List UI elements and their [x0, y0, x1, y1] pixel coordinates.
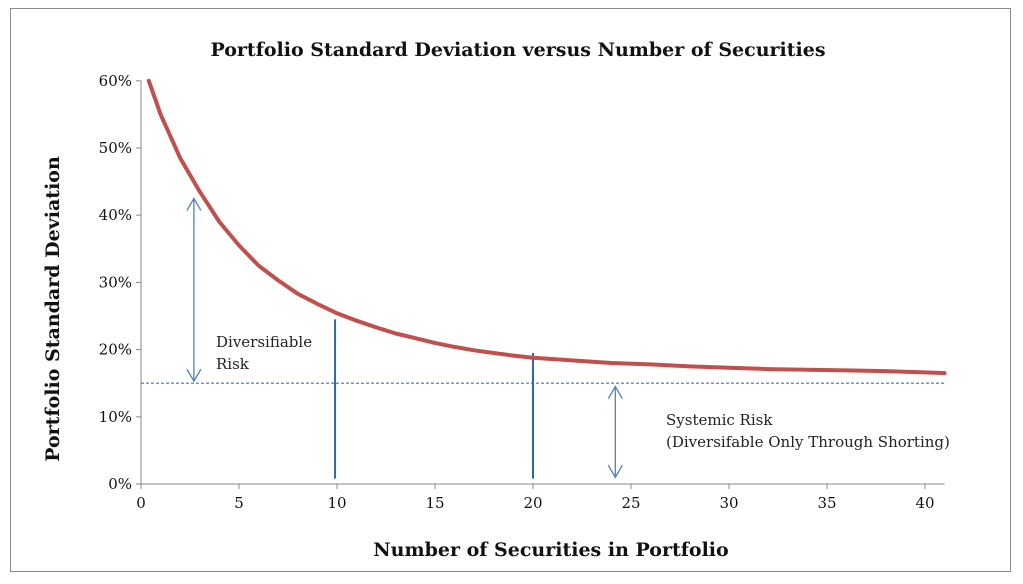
systemic-risk-arrow	[607, 385, 623, 479]
y-tick-label: 30%	[99, 273, 132, 291]
diversifiable-annotation-line: Diversifiable	[216, 333, 312, 351]
systemic-annotation-line: (Diversifable Only Through Shorting)	[666, 433, 950, 451]
chart-frame: Portfolio Standard Deviation versus Numb…	[10, 8, 1011, 572]
x-tick-label: 0	[136, 494, 146, 512]
chart-title: Portfolio Standard Deviation versus Numb…	[210, 39, 825, 61]
x-tick-label: 35	[817, 494, 836, 512]
x-tick-label: 20	[523, 494, 542, 512]
arrow-head-down	[607, 464, 623, 479]
x-tick-label: 10	[327, 494, 346, 512]
tick-labels: 0% 10% 20% 30% 40% 50% 60% 0 5 10 15 20 25 30 35 40	[99, 72, 935, 512]
x-tick-label: 30	[719, 494, 738, 512]
y-tick-label: 40%	[99, 206, 132, 224]
arrow-head-down	[186, 368, 202, 383]
diversifiable-annotation-line: Risk	[216, 355, 250, 373]
y-tick-label: 60%	[99, 72, 132, 90]
chart-svg: Portfolio Standard Deviation versus Numb…	[42, 39, 950, 561]
diversifiable-risk-arrow	[186, 197, 202, 383]
y-tick-label: 20%	[99, 341, 132, 359]
y-tick-label: 10%	[99, 408, 132, 426]
y-tick-label: 50%	[99, 139, 132, 157]
y-axis-label: Portfolio Standard Deviation	[42, 156, 64, 462]
series-line-0	[146, 78, 947, 376]
x-tick-label: 25	[621, 494, 640, 512]
overlays	[141, 197, 945, 479]
x-axis-label: Number of Securities in Portfolio	[373, 539, 728, 561]
x-tick-label: 15	[425, 494, 444, 512]
x-tick-label: 5	[234, 494, 244, 512]
systemic-annotation-line: Systemic Risk	[666, 411, 773, 429]
x-tick-label: 40	[915, 494, 934, 512]
arrow-head-up	[607, 385, 623, 399]
arrow-head-up	[186, 197, 202, 211]
series-group	[146, 78, 947, 376]
annotations: Diversifiable Risk Systemic Risk (Diversifa…	[216, 333, 950, 451]
axes	[140, 80, 945, 485]
y-tick-label: 0%	[108, 475, 132, 493]
